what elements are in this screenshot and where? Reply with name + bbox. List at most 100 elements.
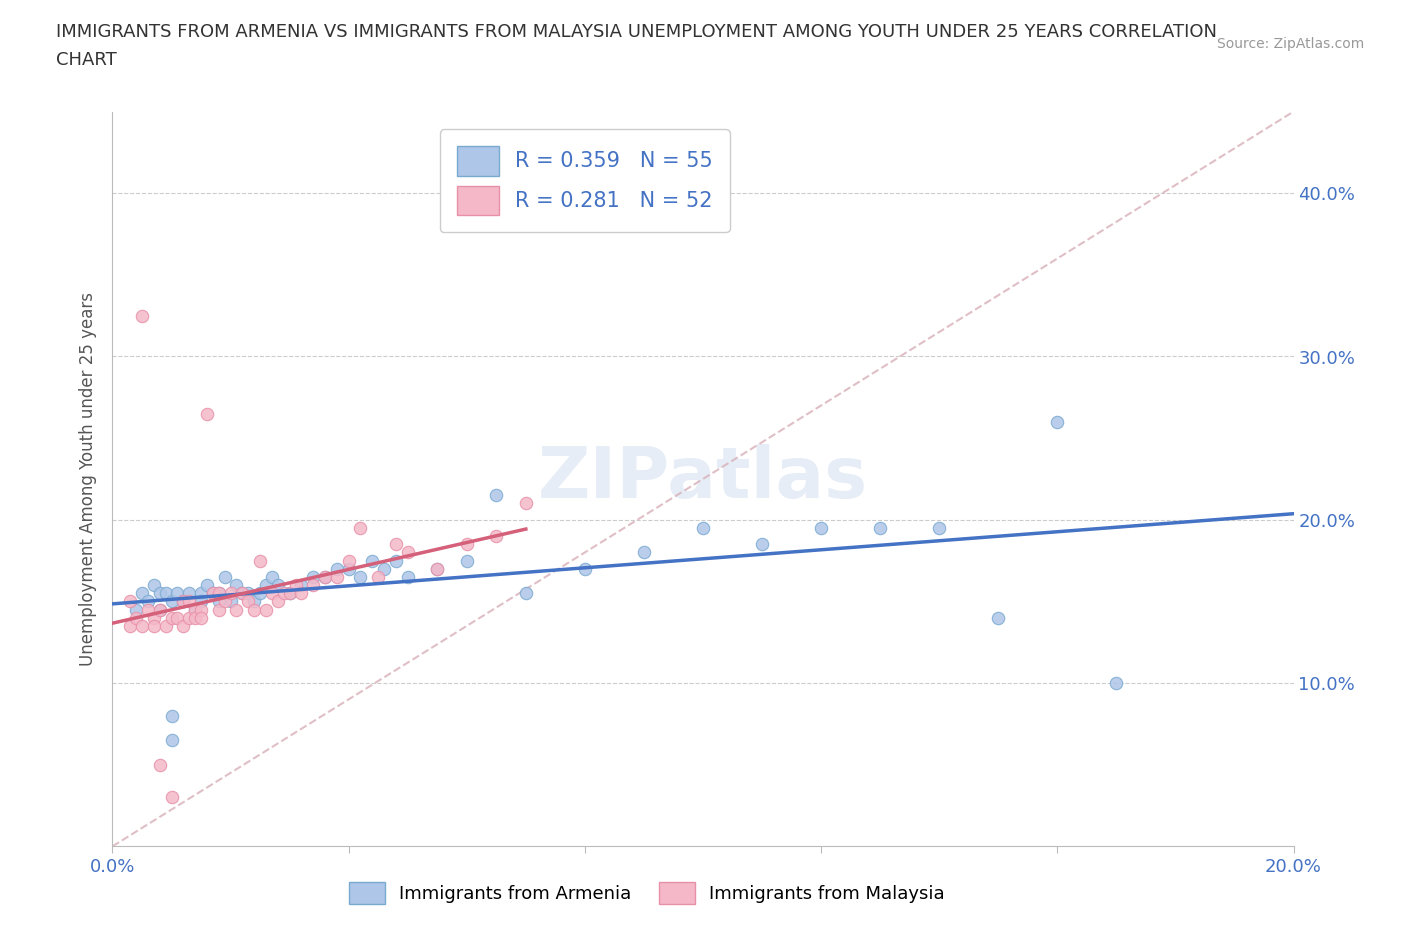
Point [166, 610, 188, 625]
Point [349, 569, 371, 584]
Point [426, 562, 449, 577]
Point [1046, 415, 1069, 430]
Point [131, 308, 153, 323]
Point [361, 553, 384, 568]
Point [249, 586, 271, 601]
Point [751, 537, 773, 551]
Point [131, 618, 153, 633]
Point [337, 553, 360, 568]
Point [515, 586, 537, 601]
Point [273, 586, 295, 601]
Point [349, 521, 371, 536]
Point [219, 586, 242, 601]
Point [142, 578, 165, 592]
Point [172, 618, 194, 633]
Point [160, 610, 183, 625]
Point [208, 602, 231, 617]
Point [260, 569, 283, 584]
Point [302, 578, 325, 592]
Text: Source: ZipAtlas.com: Source: ZipAtlas.com [1216, 37, 1364, 51]
Point [810, 521, 832, 536]
Point [238, 586, 260, 601]
Point [456, 537, 478, 551]
Point [142, 610, 165, 625]
Point [485, 488, 508, 503]
Point [869, 521, 891, 536]
Point [284, 578, 307, 592]
Point [928, 521, 950, 536]
Point [267, 594, 290, 609]
Text: CHART: CHART [56, 51, 117, 69]
Point [155, 618, 177, 633]
Point [172, 594, 194, 609]
Point [574, 562, 596, 577]
Point [131, 586, 153, 601]
Point [254, 602, 277, 617]
Point [987, 610, 1010, 625]
Point [208, 594, 231, 609]
Point [290, 578, 312, 592]
Point [254, 578, 277, 592]
Point [136, 602, 159, 617]
Point [385, 553, 408, 568]
Point [337, 562, 360, 577]
Point [190, 586, 212, 601]
Point [314, 569, 336, 584]
Point [249, 553, 271, 568]
Point [1105, 675, 1128, 690]
Point [243, 602, 266, 617]
Point [385, 537, 408, 551]
Point [302, 569, 325, 584]
Point [290, 586, 312, 601]
Point [195, 578, 218, 592]
Point [456, 553, 478, 568]
Point [515, 496, 537, 511]
Point [278, 586, 301, 601]
Point [692, 521, 714, 536]
Point [160, 594, 183, 609]
Point [166, 586, 188, 601]
Point [184, 610, 207, 625]
Point [142, 618, 165, 633]
Point [179, 594, 201, 609]
Point [179, 586, 201, 601]
Point [195, 406, 218, 421]
Point [149, 602, 172, 617]
Point [179, 610, 201, 625]
Point [172, 594, 194, 609]
Point [633, 545, 655, 560]
Point [190, 594, 212, 609]
Legend: R = 0.359   N = 55, R = 0.281   N = 52: R = 0.359 N = 55, R = 0.281 N = 52 [440, 129, 730, 232]
Point [396, 569, 419, 584]
Point [184, 602, 207, 617]
Point [201, 586, 224, 601]
Point [160, 733, 183, 748]
Y-axis label: Unemployment Among Youth under 25 years: Unemployment Among Youth under 25 years [79, 292, 97, 666]
Point [231, 586, 253, 601]
Point [267, 578, 290, 592]
Point [225, 578, 247, 592]
Point [278, 586, 301, 601]
Point [149, 586, 172, 601]
Point [125, 610, 148, 625]
Point [190, 610, 212, 625]
Point [326, 562, 349, 577]
Point [225, 602, 247, 617]
Point [243, 594, 266, 609]
Point [214, 594, 236, 609]
Point [326, 569, 349, 584]
Point [214, 569, 236, 584]
Point [155, 586, 177, 601]
Text: ZIPatlas: ZIPatlas [538, 445, 868, 513]
Text: IMMIGRANTS FROM ARMENIA VS IMMIGRANTS FROM MALAYSIA UNEMPLOYMENT AMONG YOUTH UND: IMMIGRANTS FROM ARMENIA VS IMMIGRANTS FR… [56, 23, 1218, 41]
Point [208, 586, 231, 601]
Point [149, 602, 172, 617]
Point [201, 586, 224, 601]
Point [160, 790, 183, 804]
Point [426, 562, 449, 577]
Legend: Immigrants from Armenia, Immigrants from Malaysia: Immigrants from Armenia, Immigrants from… [342, 875, 952, 911]
Point [260, 586, 283, 601]
Point [373, 562, 395, 577]
Point [238, 594, 260, 609]
Point [120, 594, 142, 609]
